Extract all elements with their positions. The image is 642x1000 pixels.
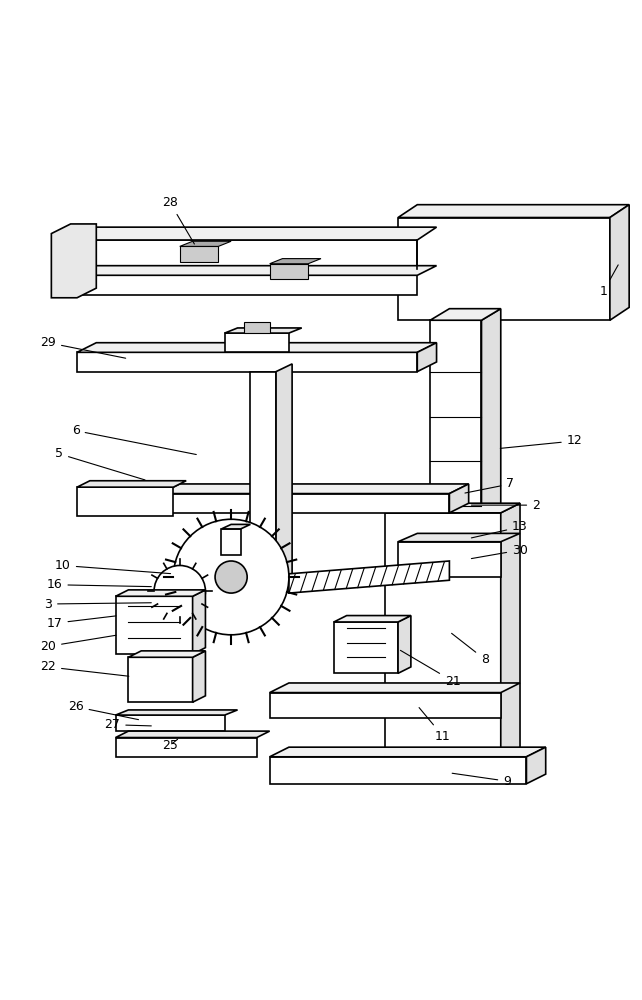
Text: 13: 13 [471,520,528,538]
Polygon shape [77,352,417,372]
Circle shape [154,565,205,617]
Polygon shape [289,561,449,593]
Text: 25: 25 [162,739,178,752]
Polygon shape [221,529,241,555]
Polygon shape [244,322,270,333]
Text: 1: 1 [600,265,618,298]
Polygon shape [116,738,257,757]
Polygon shape [180,246,218,262]
Polygon shape [270,259,321,264]
Text: 27: 27 [105,718,152,731]
Polygon shape [116,715,225,731]
Polygon shape [398,218,610,320]
Polygon shape [221,524,250,529]
Polygon shape [193,590,205,654]
Polygon shape [128,657,193,702]
Polygon shape [180,241,231,246]
Polygon shape [334,622,398,673]
Text: 6: 6 [72,424,196,455]
Polygon shape [116,590,205,596]
Text: 26: 26 [68,700,139,720]
Text: 20: 20 [40,635,116,653]
Polygon shape [128,651,205,657]
Text: 22: 22 [40,660,129,676]
Polygon shape [334,616,411,622]
Polygon shape [610,205,629,320]
Polygon shape [270,264,308,279]
Polygon shape [417,343,437,372]
Polygon shape [270,757,526,784]
Text: 8: 8 [451,633,489,666]
Text: 30: 30 [471,544,528,559]
Polygon shape [501,503,520,757]
Polygon shape [430,320,482,583]
Text: 11: 11 [419,708,451,743]
Polygon shape [270,747,546,757]
Polygon shape [526,747,546,784]
Polygon shape [64,275,417,295]
Polygon shape [77,487,173,516]
Polygon shape [225,328,302,333]
Polygon shape [276,364,292,583]
Circle shape [173,519,289,635]
Polygon shape [398,616,411,673]
Polygon shape [193,651,205,702]
Text: 16: 16 [47,578,152,591]
Polygon shape [449,484,469,513]
Polygon shape [270,683,520,693]
Text: 9: 9 [452,773,511,788]
Polygon shape [270,693,501,718]
Polygon shape [116,710,238,715]
Text: 10: 10 [55,559,171,574]
Polygon shape [482,309,501,583]
Polygon shape [385,513,501,757]
Text: 21: 21 [401,650,460,688]
Polygon shape [385,503,520,513]
Polygon shape [250,372,276,583]
Polygon shape [77,343,437,352]
Text: 17: 17 [47,616,116,630]
Polygon shape [51,224,96,298]
Text: 12: 12 [500,434,582,448]
Polygon shape [430,309,501,320]
Polygon shape [398,533,520,542]
Polygon shape [398,542,501,577]
Text: 3: 3 [44,598,152,611]
Polygon shape [398,205,629,218]
Polygon shape [116,731,270,738]
Polygon shape [64,266,437,275]
Circle shape [215,561,247,593]
Text: 5: 5 [55,447,145,480]
Polygon shape [160,484,469,494]
Polygon shape [64,240,417,269]
Text: 28: 28 [162,196,195,244]
Text: 7: 7 [465,477,514,493]
Polygon shape [160,494,449,513]
Polygon shape [64,227,437,240]
Polygon shape [225,333,289,352]
Text: 2: 2 [471,499,540,512]
Polygon shape [77,481,186,487]
Polygon shape [116,596,193,654]
Text: 29: 29 [40,336,126,358]
